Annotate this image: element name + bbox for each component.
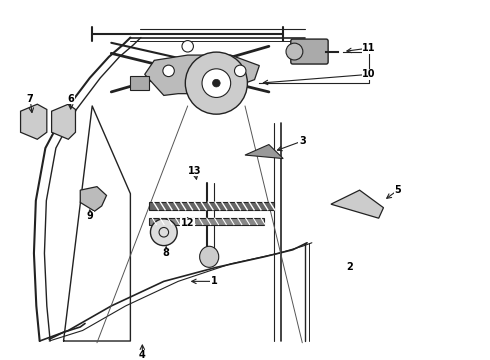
Polygon shape: [245, 144, 283, 158]
Text: 2: 2: [347, 262, 353, 272]
Circle shape: [286, 43, 303, 60]
Circle shape: [182, 41, 194, 52]
Text: 12: 12: [181, 219, 195, 229]
Polygon shape: [21, 104, 47, 139]
Ellipse shape: [199, 246, 219, 267]
Circle shape: [150, 219, 177, 246]
Text: 4: 4: [139, 350, 146, 360]
Text: 5: 5: [394, 185, 401, 195]
Text: 1: 1: [211, 276, 218, 286]
Circle shape: [163, 65, 174, 77]
FancyBboxPatch shape: [291, 39, 328, 64]
Polygon shape: [80, 186, 106, 211]
Text: 7: 7: [27, 94, 33, 104]
Text: 13: 13: [188, 166, 201, 176]
Text: 11: 11: [363, 43, 376, 53]
Circle shape: [185, 52, 247, 114]
Polygon shape: [331, 190, 384, 218]
Circle shape: [213, 79, 220, 87]
Text: 8: 8: [163, 248, 170, 258]
Circle shape: [202, 69, 231, 98]
Text: 6: 6: [67, 94, 74, 104]
Text: 9: 9: [86, 211, 93, 221]
Bar: [149, 202, 273, 210]
Polygon shape: [145, 55, 259, 95]
Bar: [149, 218, 264, 225]
Text: 3: 3: [299, 136, 306, 146]
Text: 10: 10: [363, 69, 376, 79]
Circle shape: [235, 65, 246, 77]
Bar: [130, 76, 149, 90]
Polygon shape: [51, 104, 75, 139]
